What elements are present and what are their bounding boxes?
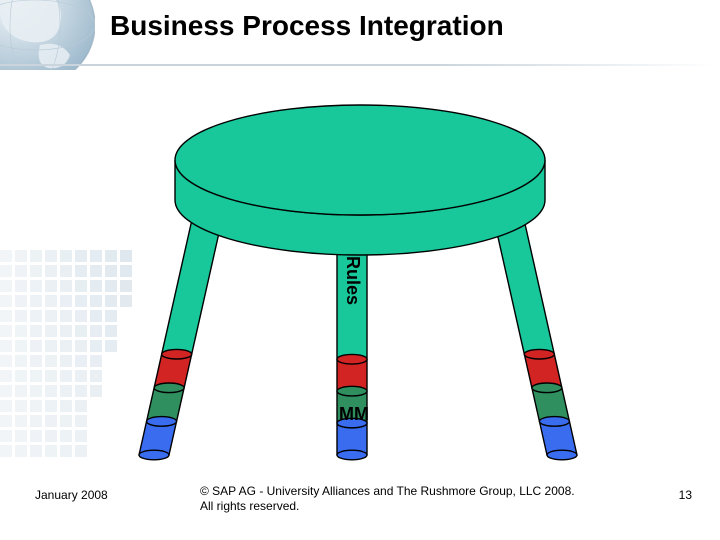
footer-copyright: © SAP AG - University Alliances and The … (200, 484, 580, 514)
globe-icon (0, 0, 95, 70)
mm-label: MM (339, 404, 369, 425)
side-texture (0, 250, 135, 480)
slide-footer: January 2008 © SAP AG - University Allia… (0, 480, 720, 540)
globe-decoration (0, 0, 95, 70)
slide-title: Business Process Integration (110, 10, 504, 42)
rules-label: Rules (342, 256, 363, 305)
footer-page-number: 13 (679, 488, 692, 502)
title-divider (0, 64, 720, 66)
slide: Business Process Integration Rules MM Ja… (0, 0, 720, 540)
footer-date: January 2008 (35, 488, 108, 502)
